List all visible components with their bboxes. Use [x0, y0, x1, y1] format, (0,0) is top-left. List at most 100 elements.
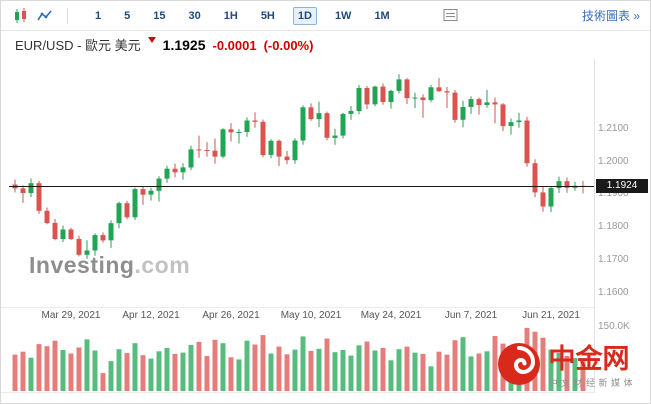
candle: [140, 186, 146, 205]
last-price: 1.1925: [162, 37, 206, 53]
quote-header: EUR/USD - 歐元 美元 1.1925 -0.0001 (-0.00%): [15, 35, 313, 54]
candle: [524, 116, 530, 167]
interval-1[interactable]: 1: [95, 9, 102, 22]
volume-bar: [340, 350, 346, 391]
candle: [580, 180, 586, 194]
interval-5[interactable]: 5: [124, 9, 131, 22]
volume-bar: [572, 358, 578, 391]
volume-bar: [76, 347, 82, 391]
candle: [508, 118, 514, 135]
interval-1h[interactable]: 1H: [223, 9, 238, 22]
candle: [100, 232, 106, 243]
candle: [364, 86, 370, 109]
candle: [20, 185, 26, 203]
toolbar: 1 5 15 30 1H 5H 1D 1W 1M 技術圖表 »: [1, 1, 650, 31]
watermark-secondary: .com: [134, 252, 191, 278]
price-axis-label: 1.1900: [598, 188, 629, 199]
volume-bar: [412, 352, 418, 391]
candle: [428, 85, 434, 103]
volume-bar: [468, 356, 474, 391]
cngold-swirl-icon: [497, 342, 541, 391]
interval-30[interactable]: 30: [188, 9, 201, 22]
candle: [388, 89, 394, 109]
volume-bar: [556, 353, 562, 391]
volume-bar: [188, 344, 194, 391]
candle: [108, 220, 114, 248]
volume-bar: [100, 373, 106, 391]
interval-5h[interactable]: 5H: [260, 9, 275, 22]
volume-bar: [260, 335, 266, 391]
volume-bar: [108, 361, 114, 391]
volume-bar: [348, 355, 354, 391]
candlestick-chart-icon[interactable]: [11, 7, 31, 25]
volume-bar: [564, 356, 570, 391]
candle: [156, 176, 162, 202]
candle: [316, 101, 322, 127]
candle: [412, 92, 418, 108]
candle: [372, 85, 378, 107]
volume-bar: [52, 340, 58, 391]
volume-bar: [476, 353, 482, 391]
volume-bar: [420, 353, 426, 391]
candle: [548, 187, 554, 213]
volume-bar: [204, 356, 210, 391]
candle: [404, 78, 410, 104]
candle: [180, 163, 186, 180]
volume-bar: [404, 346, 410, 391]
toolbar-divider: [67, 7, 68, 24]
watermark-primary: Investing: [29, 252, 135, 278]
volume-bar: [292, 349, 298, 391]
interval-1w[interactable]: 1W: [334, 9, 352, 22]
candle: [28, 178, 34, 197]
volume-bar: [36, 344, 42, 391]
price-change-percent: (-0.00%): [263, 38, 314, 53]
candle: [204, 142, 210, 157]
candle: [276, 139, 282, 167]
volume-bar: [364, 341, 370, 391]
investing-watermark: Investing.com: [29, 252, 190, 279]
interval-15[interactable]: 15: [153, 9, 166, 22]
candle: [268, 139, 274, 159]
candle: [44, 207, 50, 225]
price-axis-label: 1.1600: [598, 287, 629, 298]
volume-bar: [196, 341, 202, 391]
interval-1m[interactable]: 1M: [374, 9, 390, 22]
volume-bar: [172, 353, 178, 391]
candle: [172, 163, 178, 178]
technical-chart-link[interactable]: 技術圖表 »: [581, 9, 640, 23]
date-axis-label: Mar 29, 2021: [41, 310, 101, 321]
volume-bar: [228, 357, 234, 391]
volume-bar: [460, 337, 466, 391]
volume-bar: [356, 345, 362, 391]
candle: [492, 97, 498, 124]
candle: [436, 78, 442, 92]
candle: [476, 97, 482, 115]
candle: [124, 200, 130, 220]
indicators-icon[interactable]: [441, 7, 461, 25]
volume-bar: [124, 353, 130, 391]
price-axis-label: 1.1700: [598, 254, 629, 265]
candle: [380, 83, 386, 105]
volume-bar: [44, 346, 50, 391]
candle: [84, 240, 90, 259]
date-axis-label: Jun 21, 2021: [522, 310, 580, 321]
volume-bar: [428, 366, 434, 391]
price-axis-border: [594, 59, 595, 393]
line-chart-icon[interactable]: [35, 7, 55, 25]
candle: [36, 180, 42, 214]
interval-selector: 1 5 15 30 1H 5H 1D 1W 1M: [90, 6, 395, 25]
volume-bar: [116, 349, 122, 391]
candle: [452, 89, 458, 123]
volume-bar: [276, 346, 282, 391]
volume-bar: [380, 347, 386, 391]
date-axis-label: Apr 26, 2021: [202, 310, 260, 321]
interval-1d[interactable]: 1D: [292, 6, 317, 25]
candle: [516, 112, 522, 128]
volume-bar: [148, 358, 154, 391]
candle: [292, 138, 298, 164]
candle: [60, 225, 66, 242]
candle: [284, 151, 290, 165]
current-price-tag: 1.1924: [596, 179, 648, 193]
volume-bar: [28, 357, 34, 391]
